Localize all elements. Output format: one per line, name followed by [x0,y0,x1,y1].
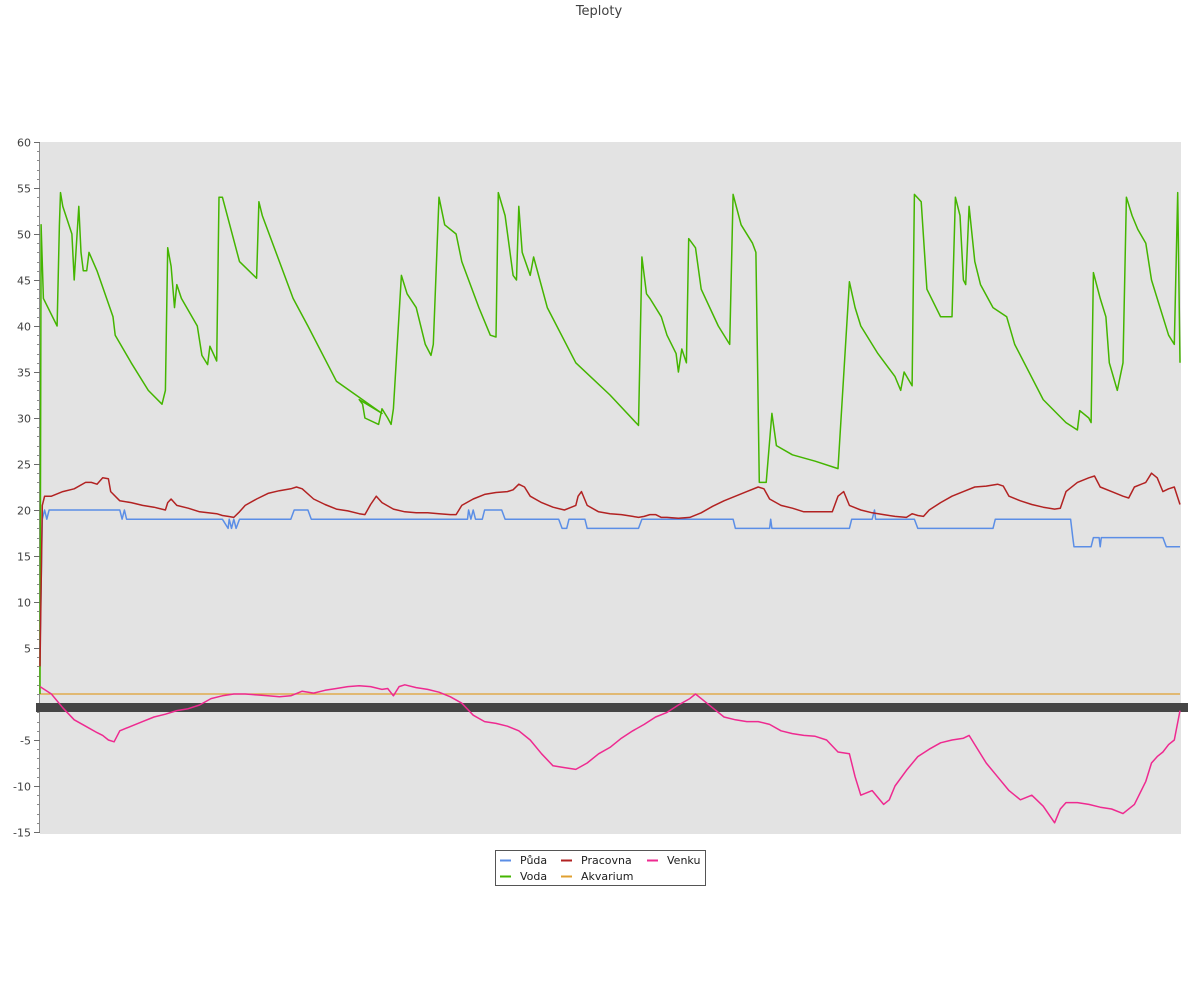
legend-label-puda: Půda [520,854,547,867]
legend-label-venku: Venku [667,854,700,867]
y-tick-label: 10 [17,597,31,610]
y-tick-label: 55 [17,183,31,196]
legend: Půda Pracovna Venku Voda Akvarium [495,850,706,886]
x-axis-band [36,703,1188,712]
series-layer [39,191,1181,824]
plot-area [40,142,1181,834]
y-tick-label: 50 [17,229,31,242]
chart-title: Teploty [575,4,623,19]
y-tick-label: 45 [17,275,31,288]
y-tick-label: -10 [13,781,31,794]
series-line-voda [39,191,1181,695]
y-tick-label: 30 [17,413,31,426]
y-tick-label: -15 [13,827,31,840]
y-tick-label: 25 [17,459,31,472]
y-tick-label: 40 [17,321,31,334]
legend-label-voda: Voda [520,870,547,883]
y-axis: -15 -10 -5 5 10 15 20 25 30 35 40 45 50 55 60 [13,137,40,840]
y-tick-label: 5 [24,643,31,656]
y-tick-label: 15 [17,551,31,564]
series-line-venku [39,684,1181,824]
legend-box [495,850,706,886]
legend-label-akvarium: Akvarium [581,870,633,883]
series-line-pracovna [39,472,1181,667]
y-tick-label: 20 [17,505,31,518]
y-tick-label: 60 [17,137,31,150]
legend-label-pracovna: Pracovna [581,854,632,867]
series-line-puda [39,509,1180,649]
y-tick-label: -5 [20,735,31,748]
y-tick-label: 35 [17,367,31,380]
